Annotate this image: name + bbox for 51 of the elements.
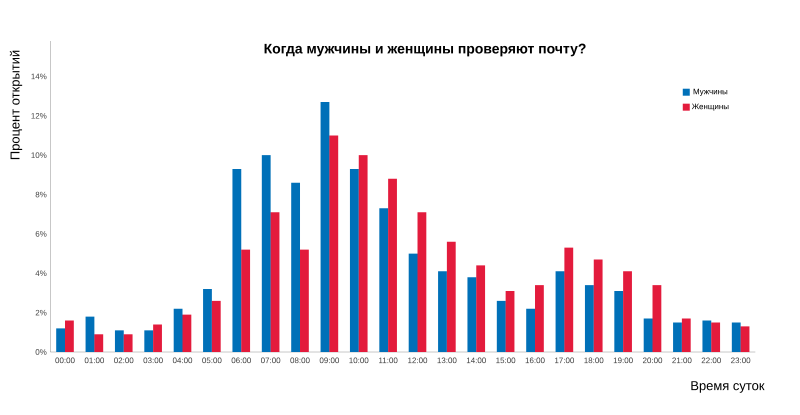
bar: [174, 308, 183, 352]
bar: [388, 178, 397, 352]
bar: [623, 271, 632, 352]
bar: [153, 324, 162, 352]
chart-title: Когда мужчины и женщины проверяют почту?: [264, 44, 586, 56]
x-axis-title: Время суток: [691, 381, 765, 393]
bar: [124, 334, 133, 352]
bar: [556, 271, 564, 352]
bar: [584, 285, 594, 352]
y-axis-title: Процент открытий: [10, 50, 22, 160]
bar: [446, 242, 456, 352]
bar: [526, 308, 536, 352]
bar: [476, 265, 486, 352]
bar: [114, 330, 124, 352]
bar: [86, 316, 94, 352]
bar: [300, 250, 309, 352]
bar: [56, 328, 66, 352]
bar: [614, 290, 624, 352]
bar: [535, 285, 544, 352]
bar: [65, 320, 74, 352]
bar: [711, 322, 720, 352]
bar: [350, 168, 359, 352]
bar: [182, 314, 192, 352]
bar: [594, 259, 603, 352]
bar: [232, 168, 242, 352]
bar: [496, 300, 506, 352]
bar: [740, 326, 750, 352]
bar: [270, 212, 280, 352]
bar: [702, 320, 712, 352]
bar: [212, 300, 221, 352]
bar: [320, 102, 330, 352]
bar: [467, 277, 476, 352]
bar: [94, 334, 104, 352]
bar: [564, 248, 574, 352]
bar: [652, 285, 662, 352]
bar: [241, 250, 250, 352]
bar: [418, 212, 426, 352]
bar: [291, 182, 300, 352]
bar: [203, 289, 212, 352]
bar: [732, 322, 741, 352]
bar: [682, 318, 691, 352]
bar: [673, 322, 682, 352]
bar: [438, 271, 447, 352]
bar: [144, 330, 154, 352]
bar: [358, 155, 368, 352]
bar: [262, 155, 271, 352]
bar: [408, 254, 418, 352]
bar: [644, 318, 653, 352]
bar: [506, 290, 514, 352]
bar: [379, 208, 388, 352]
bar: [329, 135, 338, 352]
